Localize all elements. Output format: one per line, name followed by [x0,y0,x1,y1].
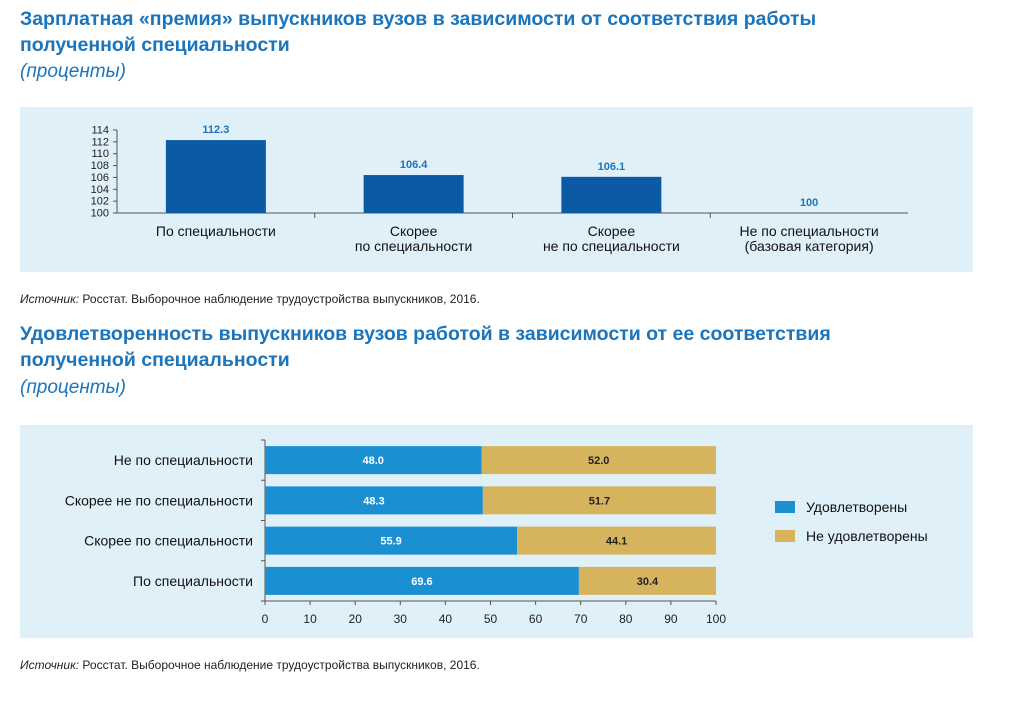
chart2-svg: 0 10 20 30 40 50 60 70 80 90 100 Не по специальност… [65,439,928,626]
chart2-x-tick-label: 0 [262,612,269,626]
chart2-bar-not-satisfied [517,526,716,555]
chart2-bar-satisfied [265,486,483,515]
chart1-title-line1: Зарплатная «премия» выпускников вузов в … [20,8,817,30]
chart1-y-tick-label: 106 [91,172,109,184]
chart1-data-label: 106.4 [400,159,428,171]
chart2-subtitle: (проценты) [20,377,126,398]
chart1-category-label: Не по специальности [740,223,879,239]
chart1-y-tick-label: 104 [91,184,109,196]
chart1-title-line2: полученной специальности [20,34,290,56]
chart1-y-tick-label: 102 [91,196,109,208]
chart2-legend-label: Удовлетворены [806,499,907,515]
chart2-title-line1: Удовлетворенность выпускников вузов рабо… [20,323,831,345]
chart1-subtitle: (проценты) [20,61,126,82]
chart2-bar-satisfied [265,566,579,595]
chart2-title: Удовлетворенность выпускников вузов рабо… [20,321,831,373]
chart2-category-label: Не по специальности [114,452,253,468]
chart1-source-text: Росстат. Выборочное наблюдение трудоустр… [82,292,480,306]
chart1-title: Зарплатная «премия» выпускников вузов в … [20,6,816,58]
chart1-y-tick-label: 114 [91,125,109,137]
chart1-y-tick-label: 108 [91,160,109,172]
chart2-legend-swatch [775,501,795,513]
chart2-x-tick-label: 90 [664,612,678,626]
chart1-data-label: 106.1 [598,161,626,173]
chart2-data-label: 55.9 [380,536,401,548]
chart1-y-tick-label: 112 [91,136,109,148]
chart1-category-label: Скорее [390,223,438,239]
chart1-y-tick-label: 110 [91,148,109,160]
chart1-category-label: по специальности [355,238,472,254]
chart1-panel: 100 102 104 106 108 110 112 114 112.3 По специаль… [20,107,973,272]
chart1-category-label: Скорее [588,223,636,239]
chart2-data-label: 48.3 [363,495,384,507]
chart2-bar-satisfied [265,446,482,475]
chart2-data-label: 69.6 [411,576,432,588]
chart1-bar [561,176,662,213]
chart2-data-label: 51.7 [589,495,610,507]
chart2-bar-not-satisfied [481,446,716,475]
chart1-data-label: 100 [800,197,818,209]
chart1-data-label: 112.3 [202,124,229,136]
chart2-x-tick-label: 10 [303,612,317,626]
chart2-x-tick-label: 70 [574,612,588,626]
chart2-x-tick-label: 80 [619,612,633,626]
chart1-source-label: Источник: [20,292,80,306]
chart2-bar-satisfied [265,526,518,555]
chart2-x-tick-label: 50 [484,612,498,626]
chart2-category-label: Скорее не по специальности [65,492,253,508]
chart2-x-tick-label: 20 [349,612,363,626]
chart2-category-label: По специальности [133,573,253,589]
chart1-bar [363,175,464,213]
chart2-panel: 0 10 20 30 40 50 60 70 80 90 100 Не по специальност… [20,425,973,638]
chart2-bar-not-satisfied [482,486,716,515]
chart2-source-text: Росстат. Выборочное наблюдение трудоустр… [82,658,480,672]
chart2-data-label: 52.0 [588,455,609,467]
chart2-category-label: Скорее по специальности [84,533,253,549]
chart2-source-label: Источник: [20,658,80,672]
chart2-source: Источник: Росстат. Выборочное наблюдение… [20,658,480,672]
chart2-title-line2: полученной специальности [20,349,290,371]
chart2-x-tick-label: 30 [394,612,408,626]
chart2-x-tick-label: 100 [706,612,726,626]
chart1-y-tick-label: 100 [91,208,109,220]
chart2-data-label: 48.0 [363,455,384,467]
chart1-category-label: (базовая категория) [745,238,874,254]
chart2-data-label: 30.4 [637,576,659,588]
chart2-legend-swatch [775,530,795,542]
chart1-category-label: По специальности [156,223,276,239]
chart2-x-tick-label: 40 [439,612,453,626]
chart2-legend-label: Не удовлетворены [806,528,928,544]
chart1-source: Источник: Росстат. Выборочное наблюдение… [20,292,480,306]
chart2-x-tick-label: 60 [529,612,543,626]
chart2-bar-not-satisfied [578,566,716,595]
chart1-category-label: не по специальности [543,238,680,254]
chart2-data-label: 44.1 [606,536,627,548]
chart1-bar [165,140,266,213]
